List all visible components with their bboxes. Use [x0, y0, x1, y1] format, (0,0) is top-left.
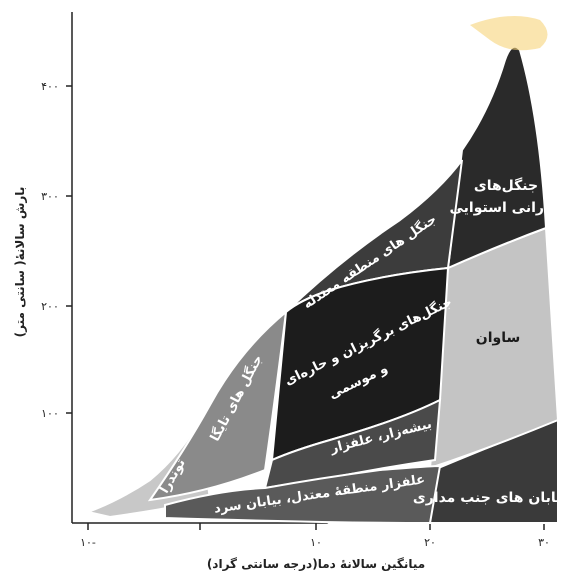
x-tick-label: ۱۰-	[80, 536, 96, 549]
x-ticks: ۱۰- ۱۰ ۲۰ ۳۰	[80, 523, 550, 549]
x-tick-label: ۲۰	[424, 536, 436, 549]
y-tick-label: ۴۰۰	[41, 80, 59, 93]
region-temperate-grassland	[164, 464, 442, 525]
y-tick-label: ۳۰۰	[41, 190, 59, 203]
y-tick-label: ۱۰۰	[41, 407, 59, 420]
label-tropical-desert: بیابان های جنب مداری	[413, 490, 565, 506]
label-rainforest-1: جنگل‌های	[474, 177, 538, 194]
y-ticks: ۴۰۰ ۳۰۰ ۲۰۰ ۱۰۰	[41, 80, 72, 420]
corner-watermark	[470, 16, 548, 51]
y-tick-label: ۲۰۰	[41, 300, 59, 313]
region-rainforest	[446, 45, 548, 270]
y-axis-title: بارش سالانهٔ( سانتی متر)	[13, 187, 27, 338]
x-tick-label: ۳۰	[538, 536, 550, 549]
x-axis-title: میانگین سالانهٔ دما(درجه سانتی گراد)	[207, 557, 425, 571]
label-savanna: ساوان	[476, 330, 520, 346]
label-rainforest-2: بارانی استوایی	[450, 200, 555, 216]
x-tick-label: ۱۰	[310, 536, 322, 549]
